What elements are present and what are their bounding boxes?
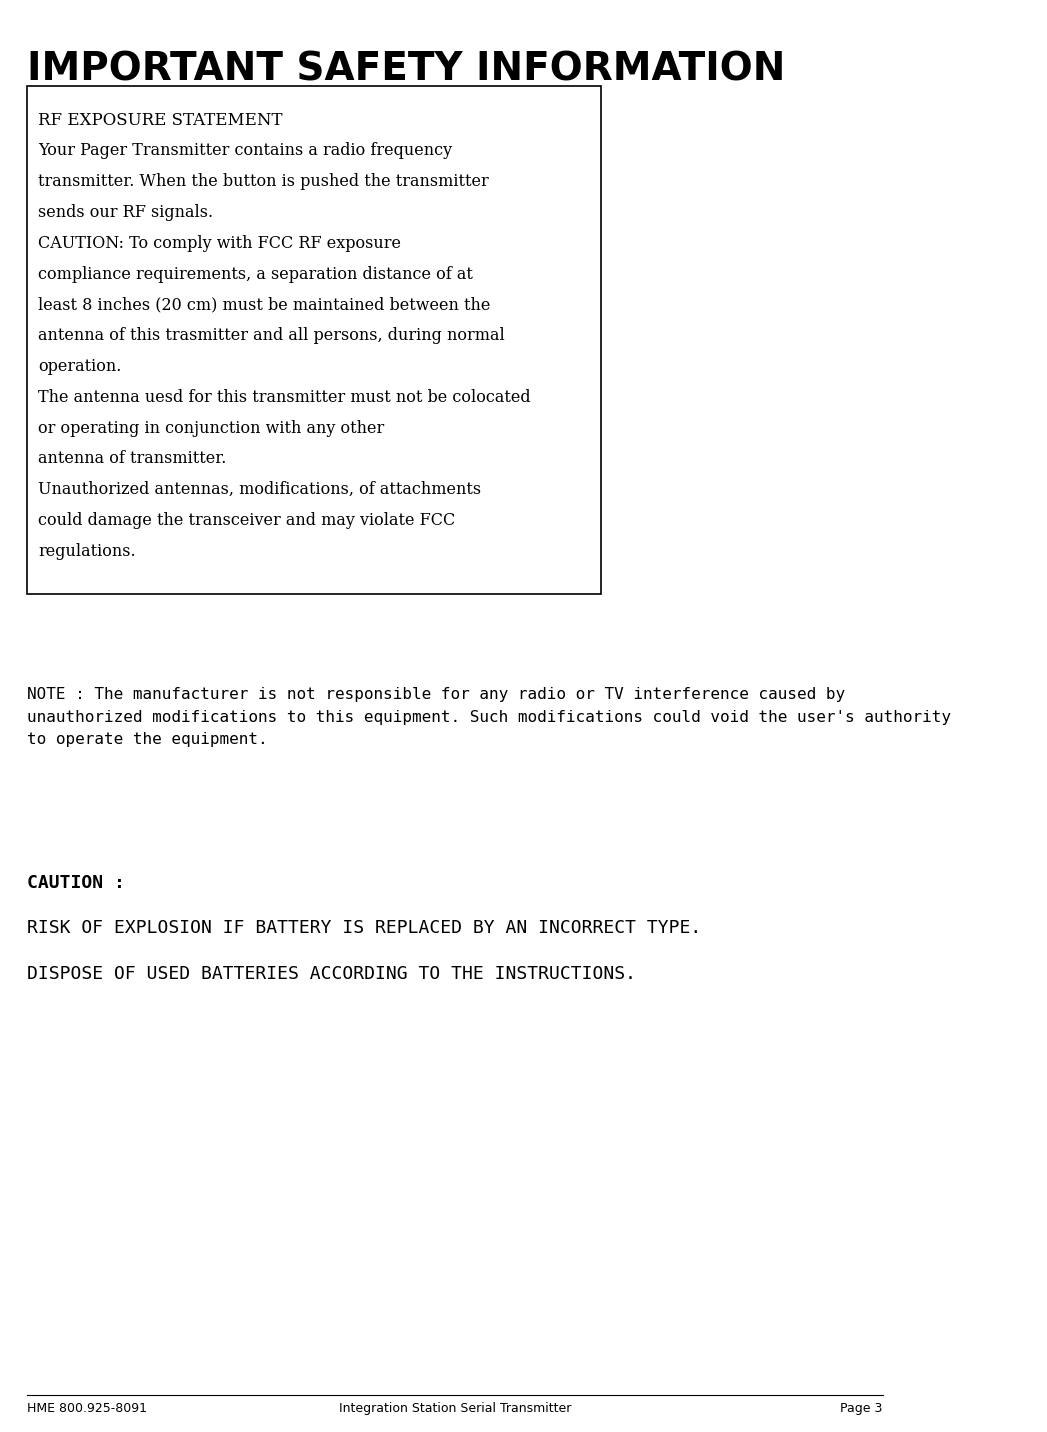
Text: DISPOSE OF USED BATTERIES ACCORDING TO THE INSTRUCTIONS.: DISPOSE OF USED BATTERIES ACCORDING TO T… <box>27 965 637 984</box>
Text: Unauthorized antennas, modifications, of attachments: Unauthorized antennas, modifications, of… <box>39 481 482 498</box>
Text: CAUTION :: CAUTION : <box>27 874 126 892</box>
Text: operation.: operation. <box>39 358 121 375</box>
Text: The antenna uesd for this transmitter must not be colocated: The antenna uesd for this transmitter mu… <box>39 390 531 405</box>
Text: RF EXPOSURE STATEMENT: RF EXPOSURE STATEMENT <box>39 112 283 129</box>
Text: CAUTION: To comply with FCC RF exposure: CAUTION: To comply with FCC RF exposure <box>39 235 401 252</box>
Text: Integration Station Serial Transmitter: Integration Station Serial Transmitter <box>339 1402 572 1415</box>
Text: HME 800.925-8091: HME 800.925-8091 <box>27 1402 148 1415</box>
FancyBboxPatch shape <box>27 86 601 594</box>
Text: IMPORTANT SAFETY INFORMATION: IMPORTANT SAFETY INFORMATION <box>27 50 785 89</box>
Text: could damage the transceiver and may violate FCC: could damage the transceiver and may vio… <box>39 513 455 528</box>
Text: antenna of this trasmitter and all persons, during normal: antenna of this trasmitter and all perso… <box>39 328 505 344</box>
Text: antenna of transmitter.: antenna of transmitter. <box>39 451 226 467</box>
Text: least 8 inches (20 cm) must be maintained between the: least 8 inches (20 cm) must be maintaine… <box>39 296 491 314</box>
Text: transmitter. When the button is pushed the transmitter: transmitter. When the button is pushed t… <box>39 173 489 190</box>
Text: Page 3: Page 3 <box>841 1402 883 1415</box>
Text: RISK OF EXPLOSION IF BATTERY IS REPLACED BY AN INCORRECT TYPE.: RISK OF EXPLOSION IF BATTERY IS REPLACED… <box>27 919 701 938</box>
Text: NOTE : The manufacturer is not responsible for any radio or TV interference caus: NOTE : The manufacturer is not responsib… <box>27 687 952 746</box>
Text: Your Pager Transmitter contains a radio frequency: Your Pager Transmitter contains a radio … <box>39 143 452 159</box>
Text: or operating in conjunction with any other: or operating in conjunction with any oth… <box>39 420 384 437</box>
Text: sends our RF signals.: sends our RF signals. <box>39 205 214 221</box>
Text: compliance requirements, a separation distance of at: compliance requirements, a separation di… <box>39 266 473 282</box>
Text: regulations.: regulations. <box>39 543 136 560</box>
